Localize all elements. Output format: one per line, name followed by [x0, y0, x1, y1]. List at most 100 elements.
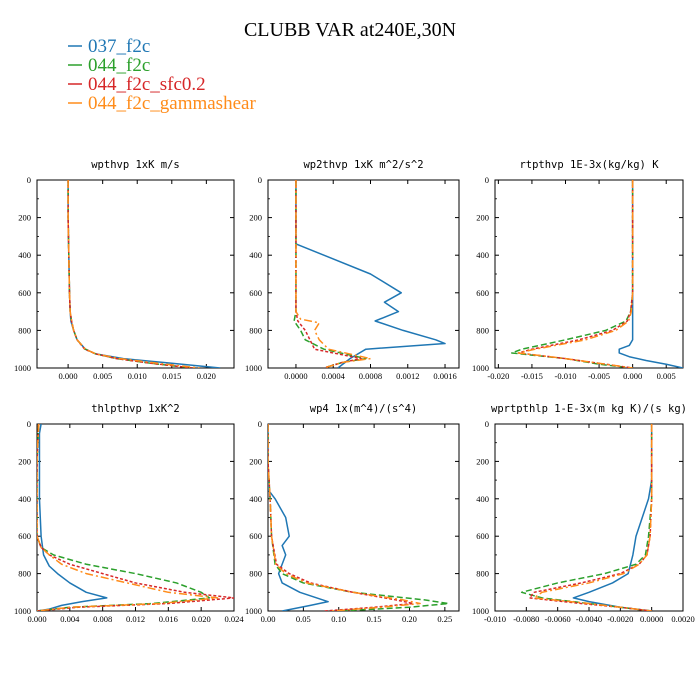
x-tick-label: 0.0020: [671, 614, 694, 624]
y-tick-label: 600: [18, 531, 31, 541]
y-tick-label: 0: [485, 419, 489, 429]
x-tick-label: -0.0020: [607, 614, 633, 624]
series-group: [37, 424, 234, 611]
y-tick-label: 600: [476, 531, 489, 541]
x-tick-label: -0.010: [555, 371, 577, 381]
x-tick-label: -0.0080: [513, 614, 539, 624]
panel-3: rtpthvp 1E-3x(kg/kg) K02004006008001000-…: [472, 159, 684, 381]
series-line-044-f2c-gammashear: [517, 180, 634, 368]
legend-entry: 044_f2c_gammashear: [68, 93, 256, 114]
series-group: [293, 180, 446, 368]
y-tick-label: 1000: [472, 363, 489, 373]
legend: 037_f2c044_f2c044_f2c_sfc0.2044_f2c_gamm…: [68, 36, 256, 114]
panel-title: wprtpthlp 1-E-3x(m kg K)/(s kg): [491, 403, 687, 415]
y-tick-label: 400: [249, 250, 262, 260]
y-tick-label: 1000: [245, 363, 262, 373]
y-tick-label: 400: [18, 250, 31, 260]
plot-frame: [494, 179, 684, 369]
series-line-044-f2c: [511, 180, 634, 368]
series-line-037-f2c: [572, 424, 653, 611]
series-group: [520, 424, 653, 611]
y-tick-label: 200: [18, 213, 31, 223]
panel-6: wprtpthlp 1-E-3x(m kg K)/(s kg)0 200 400 60…: [472, 403, 695, 624]
series-line-044-f2c-sfc0-2: [295, 180, 362, 368]
legend-entry: 044_f2c: [68, 55, 150, 76]
x-tick-label: 0.005: [657, 371, 676, 381]
y-tick-label: 200: [249, 456, 262, 466]
x-tick-label: 0.10: [331, 614, 346, 624]
y-tick-label: 1000: [14, 363, 31, 373]
plot-frame: [267, 423, 460, 612]
y-tick-label: 200: [476, 456, 489, 466]
x-tick-label: 0.25: [437, 614, 452, 624]
series-line-044-f2c-gammashear: [37, 424, 219, 611]
y-tick-label: 400: [476, 494, 489, 504]
figure-title: CLUBB VAR at240E,30N: [244, 19, 456, 41]
y-tick-label: 400: [249, 494, 262, 504]
legend-label: 044_f2c: [88, 55, 150, 76]
x-tick-label: 0.012: [126, 614, 145, 624]
series-line-037-f2c: [295, 180, 446, 368]
x-tick-label: 0.0012: [396, 371, 419, 381]
series-line-044-f2c-sfc0-2: [528, 424, 653, 611]
x-tick-label: -0.0060: [545, 614, 571, 624]
legend-entry: 037_f2c: [68, 36, 150, 57]
y-tick-label: 800: [18, 325, 31, 335]
y-tick-label: 200: [18, 456, 31, 466]
x-tick-label: 0.020: [192, 614, 211, 624]
y-tick-label: 600: [476, 288, 489, 298]
series-group: [268, 424, 450, 611]
y-tick-label: 1000: [245, 606, 262, 616]
panel-title: wp4 1x(m^4)/(s^4): [310, 403, 417, 415]
x-tick-label: -0.020: [487, 371, 509, 381]
panel-1: wpthvp 1xK m/s 0 200 400 600 800 1000 0.000 0.00…: [14, 159, 235, 381]
series-line-037-f2c: [37, 424, 108, 611]
series-line-044-f2c: [67, 180, 193, 368]
series-line-037-f2c: [618, 180, 683, 368]
series-line-044-f2c-sfc0-2: [268, 424, 414, 611]
x-tick-label: 0.004: [60, 614, 80, 624]
y-tick-label: 0: [258, 419, 262, 429]
y-tick-label: 0: [258, 175, 262, 185]
series-line-044-f2c: [293, 180, 367, 368]
series-group: [511, 180, 683, 368]
panel-title: wpthvp 1xK m/s: [91, 159, 180, 171]
x-tick-label: 0.010: [128, 371, 147, 381]
x-tick-label: 0.00: [261, 614, 276, 624]
panel-2: wp2thvp 1xK m^2/s^2 0 200 400 600 800 1000 0.00…: [245, 159, 460, 381]
series-line-044-f2c-sfc0-2: [517, 180, 634, 368]
x-tick-label: 0.000: [59, 371, 78, 381]
series-line-044-f2c: [37, 424, 211, 611]
series-line-044-f2c: [268, 424, 450, 611]
y-tick-label: 0: [27, 419, 31, 429]
x-tick-label: 0.016: [159, 614, 178, 624]
x-tick-label: -0.005: [588, 371, 610, 381]
x-tick-label: 0.15: [367, 614, 382, 624]
x-tick-label: 0.0000: [640, 614, 663, 624]
series-line-044-f2c: [520, 424, 653, 611]
panel-title: thlpthvp 1xK^2: [91, 403, 180, 415]
series-line-044-f2c-gammashear: [67, 180, 200, 368]
y-tick-label: 1000: [14, 606, 31, 616]
y-tick-label: 800: [476, 325, 489, 335]
y-tick-label: 800: [18, 569, 31, 579]
x-tick-label: 0.0016: [433, 371, 456, 381]
series-line-037-f2c: [268, 424, 329, 611]
y-tick-label: 600: [18, 288, 31, 298]
y-tick-label: 1000: [472, 606, 489, 616]
y-tick-label: 200: [249, 213, 262, 223]
y-tick-label: 800: [249, 325, 262, 335]
x-tick-label: 0.000: [623, 371, 642, 381]
x-tick-label: -0.010: [484, 614, 506, 624]
x-tick-label: 0.20: [402, 614, 417, 624]
series-line-044-f2c-gammashear: [295, 180, 372, 368]
y-tick-label: 400: [476, 250, 489, 260]
plot-frame: [36, 179, 235, 369]
x-tick-label: 0.005: [93, 371, 112, 381]
x-tick-label: -0.0040: [576, 614, 602, 624]
x-tick-label: 0.000: [27, 614, 46, 624]
y-tick-label: 400: [18, 494, 31, 504]
